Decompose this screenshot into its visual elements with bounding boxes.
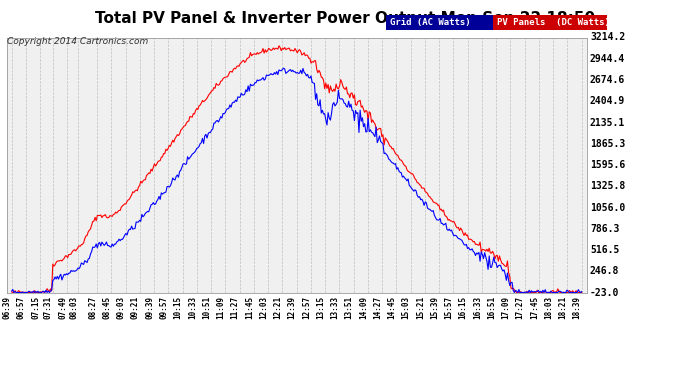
Text: 1865.3: 1865.3 (590, 139, 625, 149)
Text: 2135.1: 2135.1 (590, 117, 625, 128)
Text: -23.0: -23.0 (590, 288, 620, 297)
Text: 3214.2: 3214.2 (590, 33, 625, 42)
Text: Copyright 2014 Cartronics.com: Copyright 2014 Cartronics.com (7, 38, 148, 46)
Text: 13:51: 13:51 (345, 296, 354, 320)
Text: 07:31: 07:31 (44, 296, 53, 320)
Text: 09:03: 09:03 (117, 296, 126, 320)
Text: 17:27: 17:27 (515, 296, 524, 320)
Text: 12:39: 12:39 (288, 296, 297, 320)
Text: 17:45: 17:45 (530, 296, 539, 320)
Text: 13:15: 13:15 (316, 296, 325, 320)
Text: 12:03: 12:03 (259, 296, 268, 320)
Text: 08:45: 08:45 (102, 296, 111, 320)
Text: 06:39: 06:39 (3, 296, 12, 320)
Text: 08:03: 08:03 (69, 296, 78, 320)
Text: 10:51: 10:51 (202, 296, 211, 320)
Text: 06:57: 06:57 (17, 296, 26, 320)
Text: 07:15: 07:15 (31, 296, 40, 320)
Text: Grid (AC Watts): Grid (AC Watts) (390, 18, 471, 27)
Text: 15:57: 15:57 (444, 296, 453, 320)
Text: 18:39: 18:39 (573, 296, 582, 320)
Text: 2944.4: 2944.4 (590, 54, 625, 64)
Text: 1595.6: 1595.6 (590, 160, 625, 170)
Text: 07:49: 07:49 (58, 296, 67, 320)
Text: 11:09: 11:09 (217, 296, 226, 320)
Text: Total PV Panel & Inverter Power Output Mon Sep 22 18:50: Total PV Panel & Inverter Power Output M… (95, 11, 595, 26)
Text: 09:39: 09:39 (145, 296, 154, 320)
Text: 15:03: 15:03 (402, 296, 411, 320)
Text: 09:57: 09:57 (159, 296, 168, 320)
Text: 12:57: 12:57 (302, 296, 311, 320)
Text: 246.8: 246.8 (590, 266, 620, 276)
Text: 16:33: 16:33 (473, 296, 482, 320)
Text: 17:09: 17:09 (502, 296, 511, 320)
Text: 16:15: 16:15 (459, 296, 468, 320)
Text: 516.5: 516.5 (590, 245, 620, 255)
Text: 10:33: 10:33 (188, 296, 197, 320)
Text: PV Panels  (DC Watts): PV Panels (DC Watts) (497, 18, 610, 27)
Text: 11:27: 11:27 (230, 296, 239, 320)
Text: 2674.6: 2674.6 (590, 75, 625, 85)
Text: 14:27: 14:27 (373, 296, 382, 320)
Text: 2404.9: 2404.9 (590, 96, 625, 106)
Text: 786.3: 786.3 (590, 224, 620, 234)
Text: 14:45: 14:45 (388, 296, 397, 320)
Text: 11:45: 11:45 (245, 296, 254, 320)
Text: 12:21: 12:21 (273, 296, 282, 320)
Text: 16:51: 16:51 (487, 296, 496, 320)
Text: 14:09: 14:09 (359, 296, 368, 320)
Text: 18:03: 18:03 (544, 296, 553, 320)
Text: 15:39: 15:39 (431, 296, 440, 320)
Text: 09:21: 09:21 (131, 296, 140, 320)
Text: 1056.0: 1056.0 (590, 202, 625, 213)
Text: 10:15: 10:15 (174, 296, 183, 320)
Text: 13:33: 13:33 (331, 296, 339, 320)
Text: 08:27: 08:27 (88, 296, 97, 320)
Text: 1325.8: 1325.8 (590, 181, 625, 191)
Text: 18:21: 18:21 (558, 296, 567, 320)
Text: 15:21: 15:21 (416, 296, 425, 320)
